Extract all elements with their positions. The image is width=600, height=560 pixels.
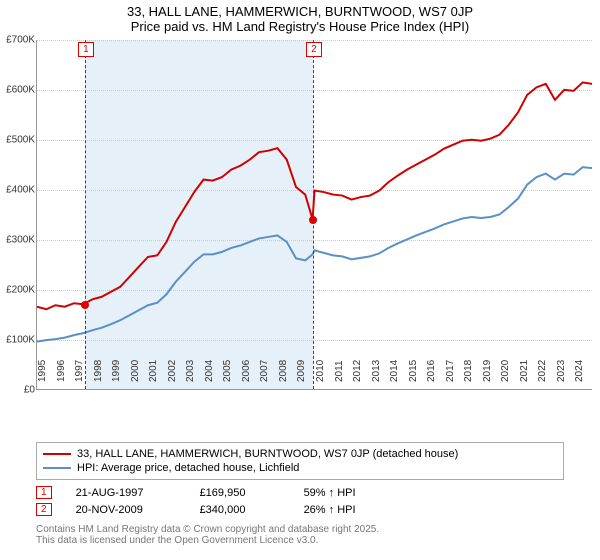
ytick-label: £300K [1, 235, 35, 246]
chart-title: 33, HALL LANE, HAMMERWICH, BURNTWOOD, WS… [0, 0, 600, 19]
legend-row: 33, HALL LANE, HAMMERWICH, BURNTWOOD, WS… [43, 447, 557, 461]
plot-region: £0£100K£200K£300K£400K£500K£600K£700K199… [36, 40, 592, 390]
sale-date: 20-NOV-2009 [76, 504, 176, 516]
chart-container: 33, HALL LANE, HAMMERWICH, BURNTWOOD, WS… [0, 0, 600, 560]
legend-swatch [43, 467, 71, 469]
sale-price: £169,950 [200, 487, 280, 499]
ytick-label: £400K [1, 185, 35, 196]
chart-area: £0£100K£200K£300K£400K£500K£600K£700K199… [36, 40, 592, 420]
sale-vs-hpi: 26% ↑ HPI [304, 504, 356, 516]
sale-vs-hpi: 59% ↑ HPI [304, 487, 356, 499]
ytick-label: £600K [1, 85, 35, 96]
ytick-label: £100K [1, 335, 35, 346]
sale-row-badge: 1 [36, 486, 52, 499]
sale-row: 1 21-AUG-1997 £169,950 59% ↑ HPI [36, 484, 564, 501]
sale-row-badge: 2 [36, 503, 52, 516]
sale-date: 21-AUG-1997 [76, 487, 176, 499]
footnote-licence: This data is licensed under the Open Gov… [36, 535, 564, 546]
sale-marker-line [85, 40, 86, 389]
legend-box: 33, HALL LANE, HAMMERWICH, BURNTWOOD, WS… [36, 442, 564, 480]
chart-subtitle: Price paid vs. HM Land Registry's House … [0, 19, 600, 40]
sale-marker-dot [81, 301, 89, 309]
sale-row: 2 20-NOV-2009 £340,000 26% ↑ HPI [36, 501, 564, 518]
series-property [37, 82, 592, 309]
ytick-label: £200K [1, 285, 35, 296]
sale-price: £340,000 [200, 504, 280, 516]
sale-table: 1 21-AUG-1997 £169,950 59% ↑ HPI 2 20-NOV-200… [36, 484, 564, 518]
sale-marker-dot [309, 216, 317, 224]
sale-marker-line [313, 40, 314, 389]
ytick-label: £0 [1, 385, 35, 396]
ytick-label: £500K [1, 135, 35, 146]
sale-marker-badge: 1 [78, 42, 94, 57]
legend-label: HPI: Average price, detached house, Lich… [77, 462, 299, 474]
legend-swatch [43, 453, 71, 455]
legend-label: 33, HALL LANE, HAMMERWICH, BURNTWOOD, WS… [77, 448, 458, 460]
ytick-label: £700K [1, 35, 35, 46]
legend-row: HPI: Average price, detached house, Lich… [43, 461, 557, 475]
sale-marker-badge: 2 [306, 42, 322, 57]
footnote-copyright: Contains HM Land Registry data © Crown c… [36, 524, 564, 535]
series-svg [37, 40, 592, 389]
